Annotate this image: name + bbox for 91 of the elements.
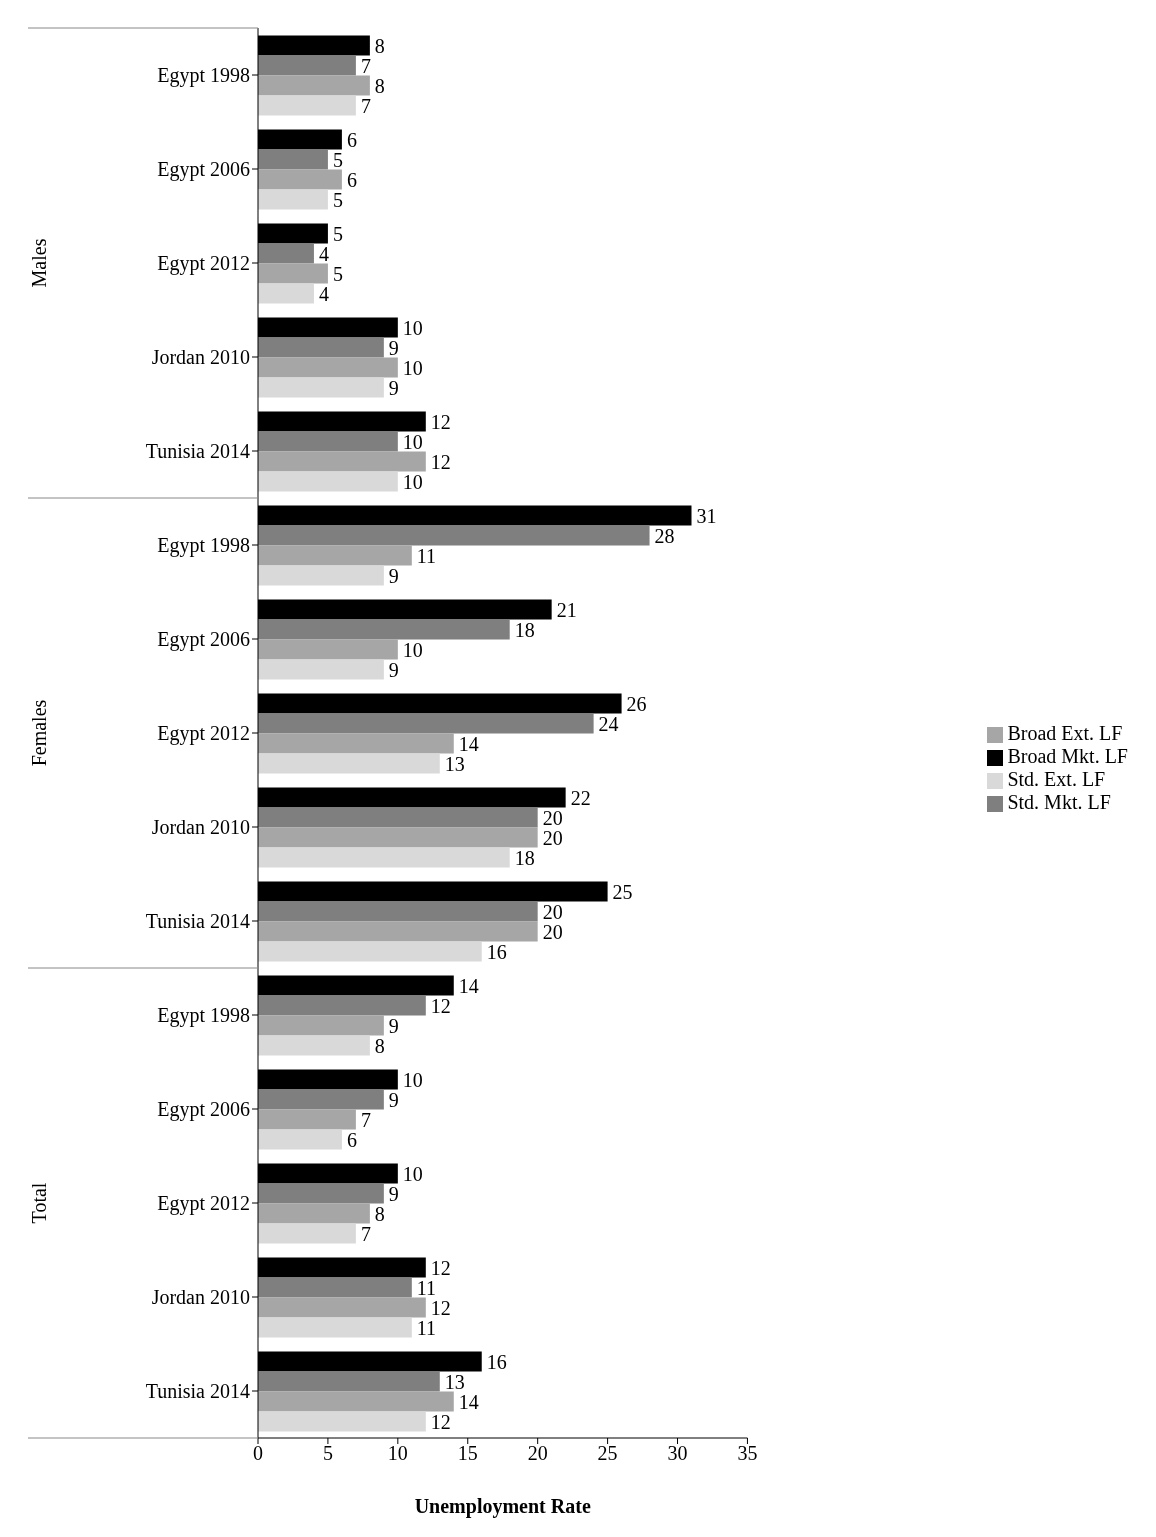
data-label: 9 — [388, 564, 399, 587]
y-tick-label: Egypt 2012 — [157, 252, 250, 276]
data-label: 21 — [556, 598, 577, 621]
y-tick-label: Egypt 1998 — [157, 64, 250, 88]
data-label: 20 — [542, 920, 563, 943]
data-label: 11 — [416, 544, 437, 567]
data-label: 12 — [430, 1296, 451, 1319]
data-label: 6 — [346, 1128, 357, 1151]
y-tick-label: Egypt 2006 — [157, 628, 250, 652]
data-label: 11 — [416, 1276, 437, 1299]
data-label: 9 — [388, 1182, 399, 1205]
data-label: 16 — [486, 1350, 507, 1373]
data-label: 5 — [332, 148, 343, 171]
data-label: 26 — [626, 692, 647, 715]
y-tick-label: Egypt 2012 — [157, 1192, 250, 1216]
data-label: 18 — [514, 846, 535, 869]
data-label: 20 — [542, 826, 563, 849]
x-axis-title: Unemployment Rate — [414, 1495, 591, 1518]
x-tick-label: 30 — [667, 1442, 688, 1465]
data-label: 22 — [570, 786, 591, 809]
data-label: 12 — [430, 410, 451, 433]
data-label: 9 — [388, 1088, 399, 1111]
data-label: 5 — [332, 222, 343, 245]
data-label: 9 — [388, 1014, 399, 1037]
data-label: 10 — [402, 1162, 423, 1185]
data-label: 12 — [430, 1256, 451, 1279]
data-label: 6 — [346, 168, 357, 191]
data-label: 10 — [402, 316, 423, 339]
legend-label: Std. Ext. LF — [1007, 768, 1106, 790]
data-label: 9 — [388, 658, 399, 681]
data-label: 10 — [402, 470, 423, 493]
data-label: 8 — [374, 74, 385, 97]
text: Females — [28, 699, 50, 767]
text: Males — [28, 238, 50, 288]
y-tick-label: Egypt 2006 — [157, 1098, 250, 1122]
data-label: 8 — [374, 1202, 385, 1225]
data-label: 4 — [318, 282, 329, 305]
data-label: 10 — [402, 430, 423, 453]
x-tick-label: 5 — [322, 1442, 333, 1465]
data-label: 7 — [360, 1108, 371, 1131]
data-label: 5 — [332, 188, 343, 211]
data-label: 12 — [430, 450, 451, 473]
data-label: 10 — [402, 1068, 423, 1091]
data-label: 10 — [402, 638, 423, 661]
data-label: 16 — [486, 940, 507, 963]
data-label: 9 — [388, 336, 399, 359]
data-label: 13 — [444, 1370, 465, 1393]
data-label: 7 — [360, 54, 371, 77]
data-label: 14 — [458, 1390, 479, 1413]
data-label: 12 — [430, 1410, 451, 1433]
legend-label: Broad Ext. LF — [1007, 722, 1123, 744]
data-label: 7 — [360, 1222, 371, 1245]
x-tick-label: 10 — [387, 1442, 408, 1465]
data-label: 20 — [542, 900, 563, 923]
text: Total — [28, 1182, 50, 1224]
y-tick-label: Tunisia 2014 — [145, 1380, 250, 1403]
data-label: 14 — [458, 974, 479, 997]
y-tick-label: Egypt 1998 — [157, 1004, 250, 1028]
data-label: 9 — [388, 376, 399, 399]
data-label: 24 — [598, 712, 619, 735]
x-tick-label: 20 — [527, 1442, 548, 1465]
y-tick-label: Jordan 2010 — [151, 1286, 250, 1309]
y-tick-label: Jordan 2010 — [151, 816, 250, 839]
data-label: 8 — [374, 1034, 385, 1057]
data-label: 28 — [654, 524, 675, 547]
y-tick-label: Egypt 2012 — [157, 722, 250, 746]
data-label: 8 — [374, 34, 385, 57]
x-tick-label: 25 — [597, 1442, 618, 1465]
x-tick-label: 0 — [253, 1442, 263, 1465]
y-tick-label: Jordan 2010 — [151, 346, 250, 369]
data-label: 11 — [416, 1316, 437, 1339]
data-label: 31 — [696, 504, 717, 527]
data-label: 7 — [360, 94, 371, 117]
data-label: 5 — [332, 262, 343, 285]
data-label: 14 — [458, 732, 479, 755]
y-tick-label: Tunisia 2014 — [145, 440, 250, 463]
legend-label: Std. Mkt. LF — [1007, 791, 1111, 813]
x-tick-label: 35 — [737, 1442, 758, 1465]
data-label: 18 — [514, 618, 535, 641]
y-tick-label: Egypt 2006 — [157, 158, 250, 182]
data-label: 6 — [346, 128, 357, 151]
legend-label: Broad Mkt. LF — [1007, 745, 1128, 767]
x-tick-label: 15 — [457, 1442, 478, 1465]
y-tick-label: Egypt 1998 — [157, 534, 250, 558]
data-label: 4 — [318, 242, 329, 265]
data-label: 20 — [542, 806, 563, 829]
data-label: 10 — [402, 356, 423, 379]
data-label: 25 — [612, 880, 633, 903]
data-label: 12 — [430, 994, 451, 1017]
y-tick-label: Tunisia 2014 — [145, 910, 250, 933]
data-label: 13 — [444, 752, 465, 775]
